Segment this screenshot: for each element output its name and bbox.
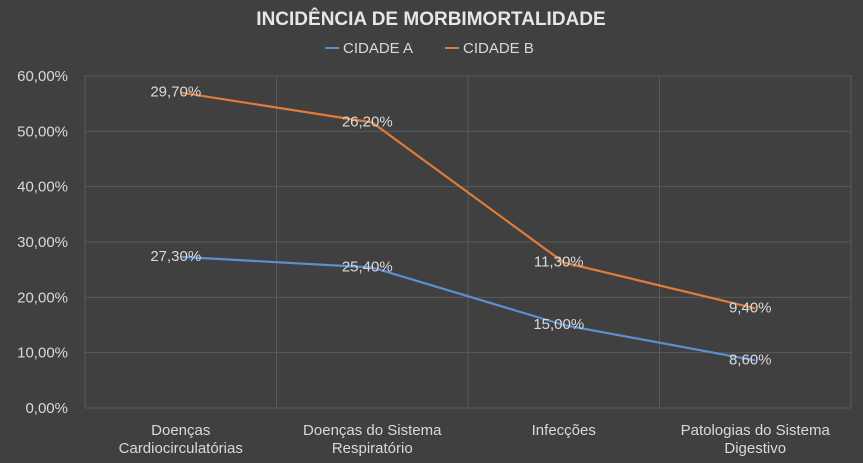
- data-label: 27,30%: [150, 248, 201, 265]
- legend-entry: CIDADE B: [463, 40, 534, 57]
- x-category-label: Patologias do Sistema Digestivo: [681, 422, 831, 457]
- data-labels: 27,30% 25,40% 15,00% 8,60% 29,70% 26,20% 11,30…: [150, 84, 771, 369]
- y-tick-label: 60,00%: [17, 68, 68, 85]
- y-axis: 0,00% 10,00% 20,00% 30,00% 40,00% 50,00% 60,00…: [17, 68, 68, 417]
- y-tick-label: 0,00%: [25, 400, 68, 417]
- data-label: 11,30%: [534, 253, 584, 270]
- legend: CIDADE A CIDADE B: [325, 40, 534, 57]
- series-line-2: [180, 91, 756, 310]
- data-label: 29,70%: [150, 84, 201, 101]
- y-tick-label: 10,00%: [17, 345, 68, 362]
- data-label: 26,20%: [342, 113, 393, 130]
- series-lines: [180, 91, 756, 362]
- data-label: 15,00%: [533, 316, 584, 333]
- x-category-label: Infecções: [532, 422, 596, 439]
- chart-title: INCIDÊNCIA DE MORBIMORTALIDADE: [256, 8, 605, 30]
- y-tick-label: 30,00%: [17, 234, 68, 251]
- legend-entry: CIDADE A: [343, 40, 413, 57]
- x-category-label: Doenças Cardiocirculatórias: [119, 422, 243, 457]
- data-label: 8,60%: [729, 351, 772, 368]
- data-label: 9,40%: [729, 299, 772, 316]
- y-tick-label: 20,00%: [17, 289, 68, 306]
- x-category-label: Doenças do Sistema Respiratório: [303, 422, 442, 457]
- y-tick-label: 50,00%: [17, 123, 68, 140]
- x-axis: Doenças Cardiocirculatórias Doenças do Sis…: [119, 422, 831, 457]
- y-tick-label: 40,00%: [17, 179, 68, 196]
- data-label: 25,40%: [342, 258, 393, 275]
- series-line-1: [180, 255, 756, 362]
